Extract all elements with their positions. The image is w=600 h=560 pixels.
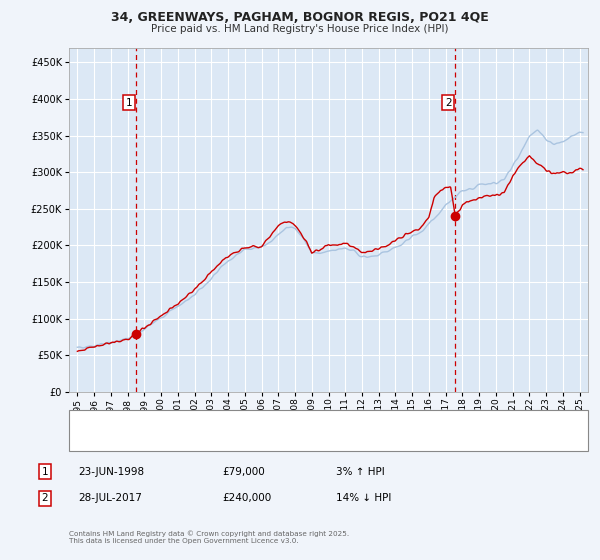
Text: 28-JUL-2017: 28-JUL-2017 (78, 493, 142, 503)
Text: 14% ↓ HPI: 14% ↓ HPI (336, 493, 391, 503)
Text: 1: 1 (41, 466, 49, 477)
Text: HPI: Average price, semi-detached house, Arun: HPI: Average price, semi-detached house,… (102, 437, 326, 446)
Text: 23-JUN-1998: 23-JUN-1998 (78, 466, 144, 477)
Text: —: — (78, 435, 92, 449)
Text: —: — (78, 415, 92, 429)
Text: £240,000: £240,000 (222, 493, 271, 503)
Text: 3% ↑ HPI: 3% ↑ HPI (336, 466, 385, 477)
Text: Contains HM Land Registry data © Crown copyright and database right 2025.
This d: Contains HM Land Registry data © Crown c… (69, 531, 349, 544)
Text: £79,000: £79,000 (222, 466, 265, 477)
Text: Price paid vs. HM Land Registry's House Price Index (HPI): Price paid vs. HM Land Registry's House … (151, 24, 449, 34)
Text: 2: 2 (445, 97, 452, 108)
Text: 2: 2 (41, 493, 49, 503)
Text: 1: 1 (126, 97, 133, 108)
Text: 34, GREENWAYS, PAGHAM, BOGNOR REGIS, PO21 4QE: 34, GREENWAYS, PAGHAM, BOGNOR REGIS, PO2… (111, 11, 489, 24)
Text: 34, GREENWAYS, PAGHAM, BOGNOR REGIS, PO21 4QE (semi-detached house): 34, GREENWAYS, PAGHAM, BOGNOR REGIS, PO2… (102, 417, 471, 426)
